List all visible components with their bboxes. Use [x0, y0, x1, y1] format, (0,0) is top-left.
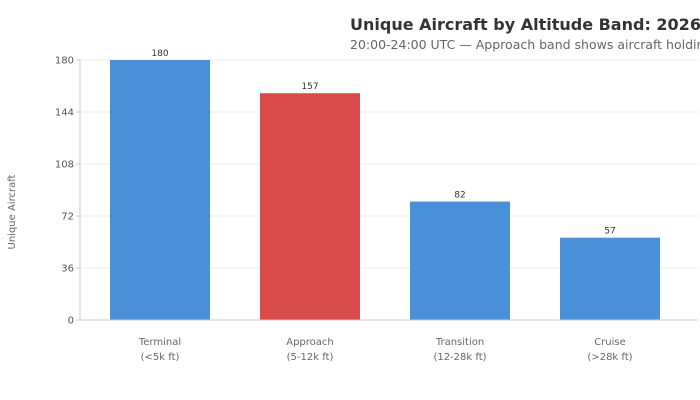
y-tick-label: 108: [55, 160, 74, 171]
bar: [560, 237, 660, 320]
bar: [260, 93, 360, 320]
y-tick-label: 0: [68, 316, 74, 327]
data-label: 82: [454, 191, 465, 201]
y-tick-label: 72: [61, 212, 74, 223]
bar: [410, 201, 510, 320]
x-tick-label: Transition: [435, 337, 484, 348]
bars: [110, 60, 660, 320]
axes: [76, 59, 698, 321]
labels: 0 36 72 108 144 180 180 Terminal (<5k ft) 157 Appr…: [55, 49, 633, 363]
y-tick-label: 36: [61, 264, 74, 275]
data-label: 180: [151, 49, 168, 59]
x-tick-label: Cruise: [594, 337, 626, 348]
x-tick-label: Terminal: [138, 337, 181, 348]
x-tick-label: (>28k ft): [587, 352, 632, 363]
y-tick-label: 180: [55, 56, 74, 67]
x-tick-label: Approach: [286, 337, 334, 348]
x-tick-label: (<5k ft): [141, 352, 180, 363]
x-tick-label: (12-28k ft): [433, 352, 486, 363]
data-label: 57: [604, 227, 615, 237]
y-tick-label: 144: [55, 108, 74, 119]
data-label: 157: [301, 82, 318, 92]
chart-title: Unique Aircraft by Altitude Band: 2026: [350, 15, 700, 34]
bar: [110, 60, 210, 320]
x-tick-label: (5-12k ft): [287, 352, 334, 363]
chart-subtitle: 20:00-24:00 UTC — Approach band shows ai…: [350, 37, 700, 52]
y-axis-label: Unique Aircraft: [7, 174, 18, 249]
